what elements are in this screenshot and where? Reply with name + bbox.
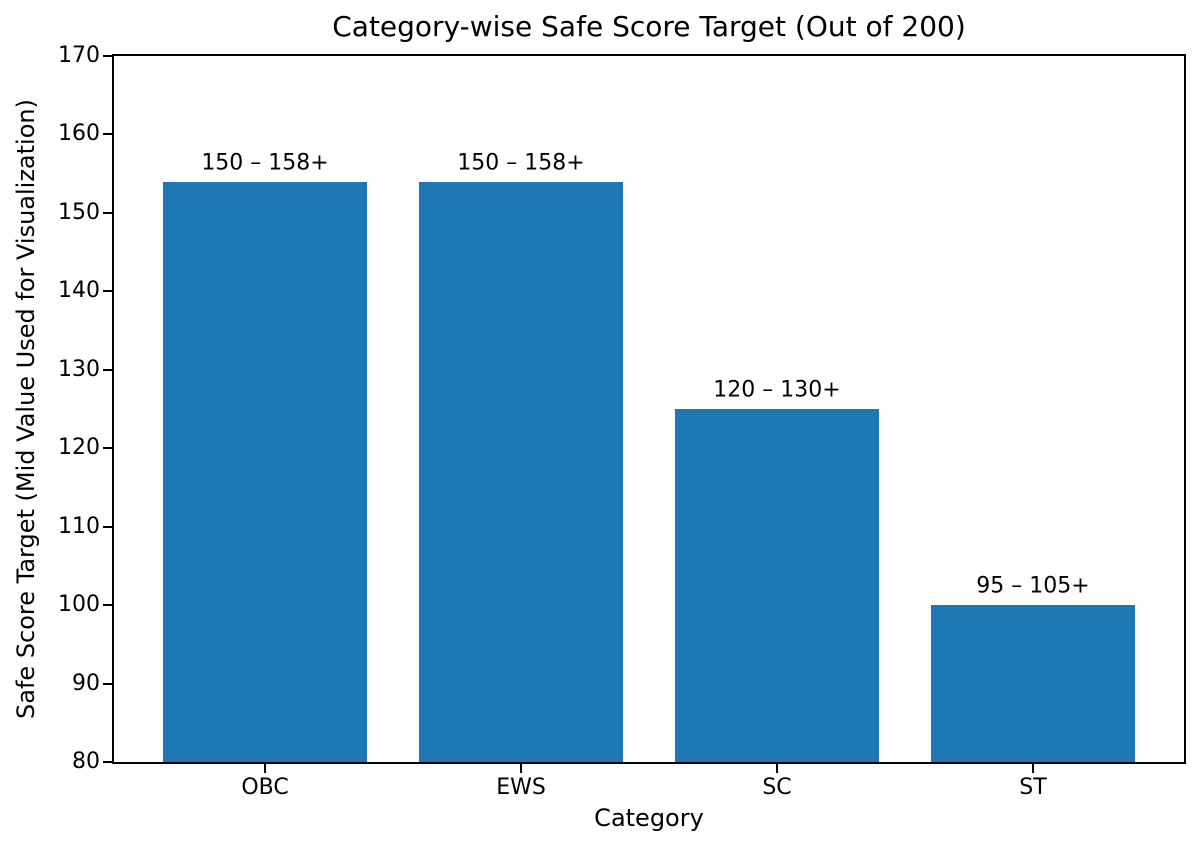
x-tick-label: OBC (241, 775, 289, 800)
y-tick-label: 130 (58, 356, 100, 382)
bar-ews (418, 181, 624, 762)
bar-value-label: 95 – 105+ (976, 573, 1090, 599)
y-tick-mark (103, 368, 112, 371)
x-axis-label: Category (594, 804, 704, 832)
y-tick-mark (103, 55, 112, 57)
x-tick-mark (1031, 764, 1034, 773)
x-tick-mark (520, 764, 522, 773)
bar-value-label: 120 – 130+ (713, 377, 841, 403)
bar-value-label: 150 – 158+ (201, 150, 329, 176)
y-tick-mark (103, 525, 112, 528)
y-tick-mark (103, 211, 112, 214)
y-tick-label: 90 (72, 670, 100, 696)
y-tick-label: 170 (58, 43, 100, 68)
x-tick-mark (264, 764, 267, 773)
y-tick-label: 140 (58, 278, 100, 304)
y-axis-label: Safe Score Target (Mid Value Used for Vi… (12, 99, 40, 719)
bar-st (930, 605, 1136, 762)
bar-value-label: 150 – 158+ (457, 150, 585, 176)
y-tick-label: 160 (58, 121, 100, 147)
y-tick-mark (103, 133, 112, 136)
plot-area: 80 90 100 110 120 130 140 150 160 170 150 – 158+ OB… (58, 45, 1186, 800)
y-tick-mark (103, 682, 112, 685)
y-tick-mark (103, 290, 112, 293)
y-tick-label: 110 (58, 513, 100, 539)
x-tick-label: ST (1019, 775, 1047, 800)
chart-title: Category-wise Safe Score Target (Out of … (332, 10, 966, 43)
y-tick-mark (103, 447, 112, 450)
x-tick-label: EWS (496, 775, 546, 800)
y-tick-mark (103, 604, 112, 607)
x-tick-label: SC (762, 775, 792, 800)
bar-obc (162, 181, 368, 762)
y-tick-label: 150 (58, 199, 100, 225)
y-tick-label: 80 (72, 749, 100, 774)
y-tick-label: 120 (58, 435, 100, 461)
bar-sc (674, 409, 880, 762)
y-tick-mark (103, 761, 112, 763)
x-tick-mark (775, 764, 778, 773)
y-tick-label: 100 (58, 592, 100, 618)
